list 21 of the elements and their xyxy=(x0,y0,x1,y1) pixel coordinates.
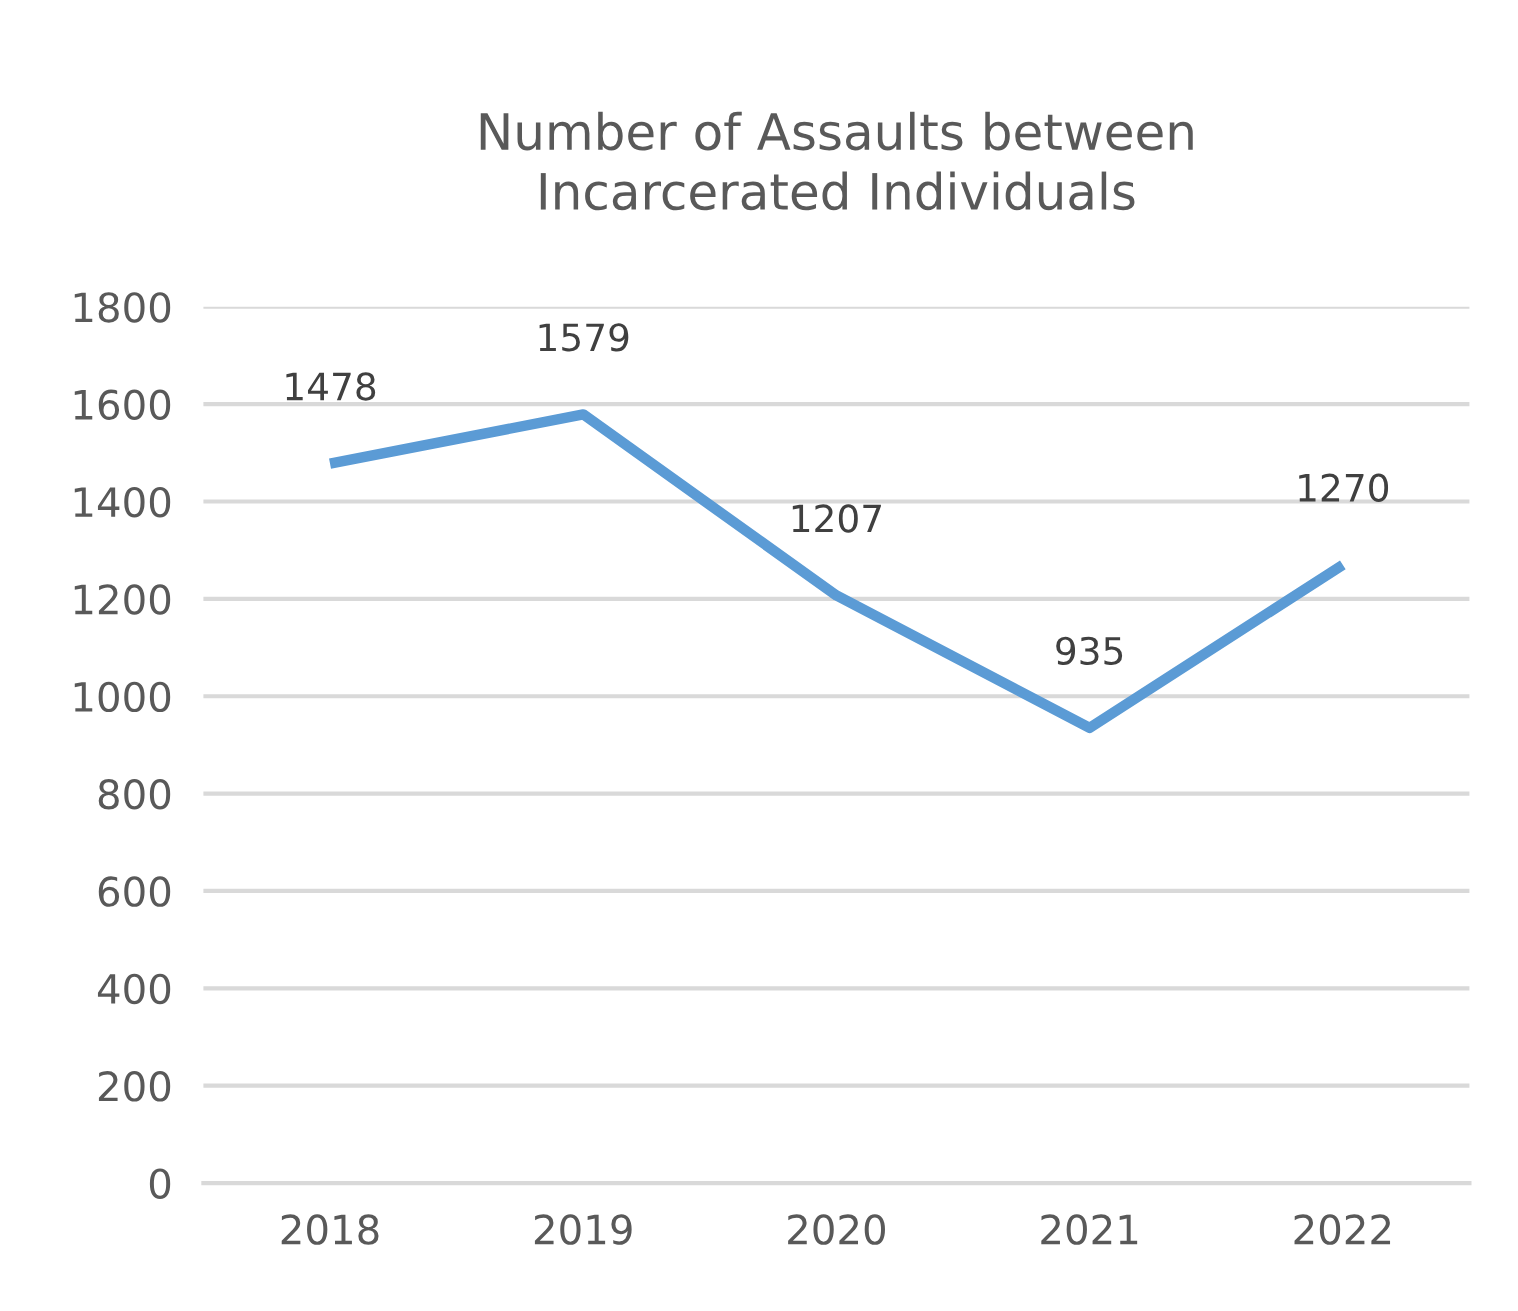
y-tick-label: 1800 xyxy=(74,292,171,323)
x-tick-label: 2018 xyxy=(281,1214,379,1245)
x-tick-label: 2021 xyxy=(1041,1214,1138,1245)
chart-title: Number of Assaults between Incarcerated Individuals xyxy=(480,111,1193,211)
y-tick-label: 800 xyxy=(98,779,171,810)
y-tick-label: 600 xyxy=(98,876,171,907)
data-label: 1579 xyxy=(539,323,629,352)
y-tick-label: 400 xyxy=(97,973,171,1005)
data-label: 935 xyxy=(1056,636,1123,666)
y-tick-label: 1400 xyxy=(74,486,171,518)
y-tick-label: 200 xyxy=(98,1071,171,1102)
data-label: 1478 xyxy=(286,372,376,401)
data-label: 1207 xyxy=(792,504,881,533)
x-tick-label: 2019 xyxy=(534,1214,632,1245)
x-tick-label: 2020 xyxy=(788,1214,885,1245)
y-tick-label: 0 xyxy=(149,1168,171,1199)
y-tick-label: 1600 xyxy=(74,389,171,421)
y-tick-label: 1000 xyxy=(74,681,171,713)
data-label: 1270 xyxy=(1299,473,1389,502)
x-tick-label: 2022 xyxy=(1294,1214,1391,1245)
y-tick-label: 1200 xyxy=(74,584,171,615)
